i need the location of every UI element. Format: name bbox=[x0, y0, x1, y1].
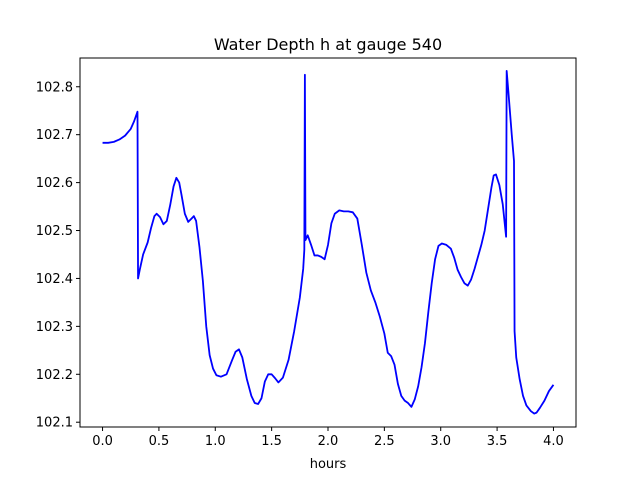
chart-title: Water Depth h at gauge 540 bbox=[214, 35, 442, 54]
y-tick-label: 102.2 bbox=[36, 368, 73, 383]
y-axis: 102.1 102.2 102.3 102.4 102.5 102.6 102.7 102.8 bbox=[36, 80, 80, 431]
x-tick-label: 0.0 bbox=[92, 434, 113, 449]
y-tick-label: 102.6 bbox=[36, 176, 73, 191]
y-tick-label: 102.1 bbox=[36, 416, 73, 431]
x-tick-label: 1.0 bbox=[205, 434, 226, 449]
x-tick-label: 2.5 bbox=[374, 434, 395, 449]
x-tick-label: 1.5 bbox=[261, 434, 282, 449]
x-tick-label: 3.5 bbox=[487, 434, 508, 449]
series-line-water-depth bbox=[102, 70, 555, 415]
x-axis: 0.0 0.5 1.0 1.5 2.0 2.5 3.0 3.5 4.0 bbox=[92, 427, 564, 449]
y-tick-label: 102.5 bbox=[36, 224, 73, 239]
y-tick-label: 102.3 bbox=[36, 320, 73, 335]
x-tick-label: 4.0 bbox=[543, 434, 564, 449]
y-tick-label: 102.7 bbox=[36, 128, 73, 143]
x-axis-label: hours bbox=[310, 457, 347, 472]
x-tick-label: 3.0 bbox=[430, 434, 451, 449]
x-tick-label: 2.0 bbox=[318, 434, 339, 449]
y-tick-label: 102.4 bbox=[36, 272, 73, 287]
x-tick-label: 0.5 bbox=[149, 434, 170, 449]
y-tick-label: 102.8 bbox=[36, 80, 73, 95]
